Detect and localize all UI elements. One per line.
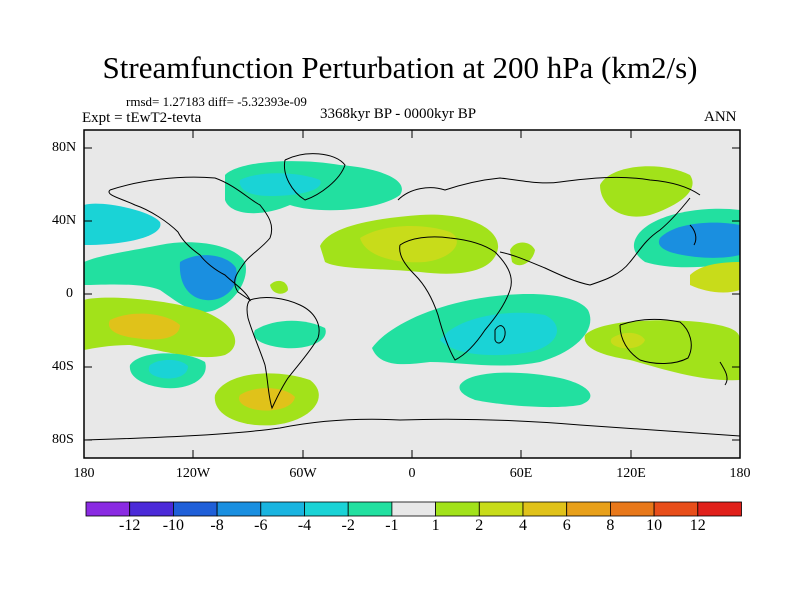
contour-small-pos-cell bbox=[270, 280, 288, 294]
colorbar-swatch bbox=[522, 501, 568, 517]
colorbar-label: 10 bbox=[646, 517, 663, 534]
colorbar-swatch bbox=[566, 501, 611, 517]
colorbar-label: 1 bbox=[431, 517, 440, 534]
contour-caribbean-neg-core bbox=[179, 255, 237, 301]
colorbar-label: 6 bbox=[562, 517, 571, 534]
contour-ne-pacific-neg bbox=[84, 203, 161, 245]
colorbar-swatch bbox=[129, 501, 174, 517]
coastlines bbox=[84, 153, 740, 441]
contour-southern-ocean-neg bbox=[459, 372, 591, 408]
y-tick-label-40n: 40N bbox=[52, 213, 77, 228]
x-tick-label-60w: 60W bbox=[289, 466, 317, 481]
colorbar-label: -12 bbox=[119, 517, 141, 534]
colorbar-swatch bbox=[391, 501, 436, 517]
contour-fills bbox=[84, 161, 740, 426]
contour-north-africa-pos-core bbox=[360, 226, 457, 263]
madagascar-coast bbox=[494, 325, 506, 344]
colorbar-label: -1 bbox=[385, 517, 399, 534]
x-tick-label-180w: 180 bbox=[73, 466, 95, 481]
contour-siberia-pos bbox=[600, 166, 693, 217]
greenland-coast bbox=[283, 153, 346, 201]
x-tick-label-60e: 60E bbox=[509, 466, 533, 481]
colorbar-swatch bbox=[304, 501, 349, 517]
africa-coast bbox=[399, 236, 512, 361]
south-america-coast bbox=[246, 297, 320, 410]
contour-south-atlantic-neg bbox=[254, 320, 326, 349]
experiment-label: Expt = tEwT2-tevta bbox=[82, 110, 202, 126]
colorbar-swatch bbox=[478, 501, 524, 517]
asia-coast bbox=[499, 197, 691, 286]
y-tick-label-40s: 40S bbox=[52, 359, 74, 374]
colorbar-swatch bbox=[347, 501, 393, 517]
colorbar-swatch bbox=[435, 501, 480, 517]
contour-australia-pos-core bbox=[610, 332, 645, 349]
australia-coast bbox=[619, 318, 692, 364]
colorbar-swatch bbox=[610, 501, 655, 517]
contour-arctic-neg-core bbox=[239, 173, 321, 196]
season-label: ANN bbox=[704, 109, 737, 125]
colorbar-label: 4 bbox=[519, 517, 527, 534]
contour-east-africa-pos bbox=[510, 242, 535, 266]
colorbar-label: -4 bbox=[297, 517, 312, 534]
colorbar-label: -8 bbox=[210, 517, 224, 534]
x-tick-label-180e: 180 bbox=[729, 466, 751, 481]
antarctica-coast bbox=[84, 418, 740, 441]
contour-west-pacific-pos bbox=[690, 262, 740, 293]
x-tick-label-120w: 120W bbox=[175, 466, 211, 481]
colorbar-label: 12 bbox=[689, 517, 706, 534]
colorbar-swatch bbox=[85, 501, 131, 517]
y-tick-label-80s: 80S bbox=[52, 432, 74, 447]
colorbar-label: -2 bbox=[341, 517, 355, 534]
colorbar-swatch bbox=[216, 501, 262, 517]
colorbar bbox=[85, 501, 742, 517]
new-zealand-coast bbox=[719, 361, 728, 386]
colorbar-label: -10 bbox=[162, 517, 185, 534]
map-plot-area bbox=[84, 130, 740, 458]
north-america-coast bbox=[108, 176, 273, 302]
europe-coast bbox=[397, 176, 701, 201]
colorbar-swatch bbox=[172, 501, 218, 517]
contour-south-america-pos-core bbox=[239, 388, 295, 411]
contour-south-pacific-pos-core bbox=[108, 313, 180, 340]
stats-text: rmsd= 1.27183 diff= -5.32393e-09 bbox=[126, 94, 307, 109]
x-tick-label-120e: 120E bbox=[616, 466, 646, 481]
colorbar-swatch bbox=[697, 501, 742, 517]
contour-japan-neg-core bbox=[658, 222, 740, 258]
colorbar-swatch bbox=[260, 501, 305, 517]
y-tick-label-80n: 80N bbox=[52, 140, 77, 155]
axis-ticks bbox=[83, 130, 741, 458]
contour-indian-ocean-neg-core bbox=[440, 312, 557, 356]
y-tick-label-0: 0 bbox=[66, 286, 73, 301]
colorbar-label: 8 bbox=[606, 517, 615, 534]
colorbar-label: 2 bbox=[475, 517, 484, 534]
contour-se-pacific-neg-core bbox=[148, 359, 188, 379]
japan-coast bbox=[689, 224, 697, 246]
colorbar-swatch bbox=[653, 501, 699, 517]
colorbar-label: -6 bbox=[254, 517, 268, 534]
period-label: 3368kyr BP - 0000kyr BP bbox=[320, 106, 477, 122]
figure-title: Streamfunction Perturbation at 200 hPa (… bbox=[102, 50, 698, 85]
x-tick-label-0: 0 bbox=[408, 466, 416, 481]
